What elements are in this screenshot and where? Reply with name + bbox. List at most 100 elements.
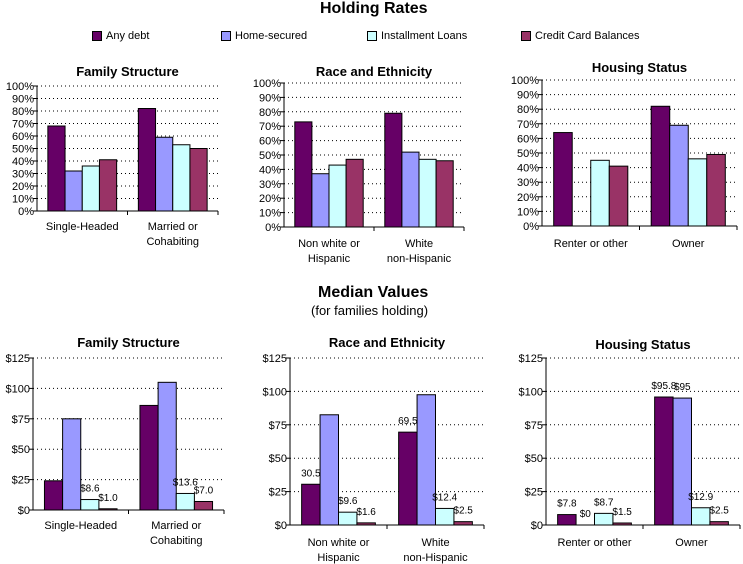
bar-any-debt xyxy=(137,108,157,212)
bar-any-debt xyxy=(301,483,321,526)
bar-home-secured xyxy=(672,397,693,526)
y-tick-label: 100% xyxy=(6,81,34,93)
data-label: $7.0 xyxy=(194,485,214,496)
y-tick-label: 60% xyxy=(517,133,539,145)
y-tick-label: $125 xyxy=(6,353,30,365)
legend-swatch xyxy=(367,31,377,41)
chart-title: Family Structure xyxy=(76,64,179,79)
y-tick-label: 90% xyxy=(12,94,34,106)
bar-credit-card-balances xyxy=(189,148,208,212)
chart-title: Race and Ethnicity xyxy=(316,64,433,79)
y-tick-label: $125 xyxy=(263,353,287,365)
bar-installment-loans xyxy=(594,512,614,526)
bar-any-debt xyxy=(398,431,418,526)
y-tick-label: 90% xyxy=(259,92,281,104)
data-label: $1.0 xyxy=(98,493,118,504)
y-tick-label: 10% xyxy=(517,206,539,218)
y-tick-label: 0% xyxy=(18,206,34,218)
y-tick-label: $50 xyxy=(269,453,287,465)
legend-label: Credit Card Balances xyxy=(535,30,640,42)
bar-credit-card-balances xyxy=(193,500,214,511)
data-label: 30.5 xyxy=(301,468,321,479)
y-tick-label: 20% xyxy=(259,193,281,205)
bar-installment-loans xyxy=(80,499,100,511)
bar-credit-card-balances xyxy=(608,165,629,227)
bar-any-debt xyxy=(654,396,674,526)
bar-credit-card-balances xyxy=(453,521,473,526)
category-label: White non-Hispanic xyxy=(387,238,452,265)
y-tick-label: 30% xyxy=(12,169,34,181)
y-tick-label: $75 xyxy=(525,420,543,432)
bar-home-secured xyxy=(416,394,437,526)
legend-swatch xyxy=(92,31,102,41)
y-tick-label: 70% xyxy=(12,119,34,131)
legend-item-any-debt: Any debt xyxy=(92,30,149,42)
holding-rates-title: Holding Rates xyxy=(320,0,428,17)
bar-any-debt xyxy=(294,121,313,228)
bar-home-secured xyxy=(155,136,174,212)
bar-installment-loans xyxy=(175,492,195,511)
y-tick-label: 40% xyxy=(517,163,539,175)
chart-1: Race and Ethnicity 0% 10% 20% 30% 40% 50% 60% 70… xyxy=(253,64,465,265)
data-label: $2.5 xyxy=(453,506,473,517)
category-label: Single-Headed xyxy=(44,520,117,532)
data-label: $8.7 xyxy=(594,497,614,508)
bar-home-secured xyxy=(157,381,177,511)
y-tick-label: 90% xyxy=(517,90,539,102)
bar-home-secured xyxy=(401,151,420,228)
bar-any-debt xyxy=(43,480,64,511)
data-label: $9.6 xyxy=(338,496,358,507)
bar-installment-loans xyxy=(328,164,347,228)
data-label: $1.5 xyxy=(612,507,632,518)
chart-title: Family Structure xyxy=(77,335,180,350)
chart-title: Race and Ethnicity xyxy=(329,335,446,350)
data-label: $12.4 xyxy=(432,492,457,503)
bar-credit-card-balances xyxy=(345,158,364,228)
bar-credit-card-balances xyxy=(706,153,726,227)
category-label: Married or Cohabiting xyxy=(150,520,203,547)
data-label: 69.5 xyxy=(398,416,418,427)
y-tick-label: $0 xyxy=(531,520,543,532)
data-label: $13.6 xyxy=(173,477,198,488)
y-tick-label: 100% xyxy=(253,78,281,90)
y-tick-label: 50% xyxy=(12,144,34,156)
legend-label: Installment Loans xyxy=(381,30,468,42)
y-tick-label: $100 xyxy=(6,383,30,395)
y-tick-label: 30% xyxy=(259,179,281,191)
bar-home-secured xyxy=(64,170,83,212)
legend-item-credit-card: Credit Card Balances xyxy=(521,30,640,42)
legend-swatch xyxy=(221,31,231,41)
y-tick-label: $75 xyxy=(12,414,30,426)
y-tick-label: 20% xyxy=(517,192,539,204)
y-tick-label: 0% xyxy=(265,222,281,234)
y-tick-label: 30% xyxy=(517,177,539,189)
y-tick-label: $0 xyxy=(18,505,30,517)
legend-item-home-secured: Home-secured xyxy=(221,30,307,42)
data-label: $2.5 xyxy=(709,506,729,517)
bar-credit-card-balances xyxy=(612,522,632,526)
y-tick-label: 10% xyxy=(12,194,34,206)
y-tick-label: $0 xyxy=(275,520,287,532)
y-tick-label: 80% xyxy=(12,106,34,118)
chart-0: Family Structure 0%10%20%30%40%50%60%70%8… xyxy=(6,64,219,248)
bar-credit-card-balances xyxy=(709,521,729,526)
y-tick-label: 40% xyxy=(259,164,281,176)
category-label: White non-Hispanic xyxy=(403,537,468,564)
data-label: $8.6 xyxy=(80,484,100,495)
data-label: $0 xyxy=(580,509,592,520)
y-tick-label: 50% xyxy=(517,148,539,160)
y-tick-label: $50 xyxy=(525,453,543,465)
category-label: Owner xyxy=(672,238,705,250)
data-label: $7.8 xyxy=(557,499,577,510)
legend-label: Any debt xyxy=(106,30,150,42)
category-label: Renter or other xyxy=(558,537,632,549)
y-tick-label: 100% xyxy=(511,75,539,87)
bar-installment-loans xyxy=(418,158,437,228)
chart-5: Housing Status $0 $25 $50 $75 $100 $125 Renter … xyxy=(519,337,741,549)
bar-home-secured xyxy=(319,414,340,526)
bar-installment-loans xyxy=(172,144,191,212)
bar-installment-loans xyxy=(691,507,711,526)
y-tick-label: $50 xyxy=(12,444,30,456)
bar-any-debt xyxy=(650,105,671,227)
